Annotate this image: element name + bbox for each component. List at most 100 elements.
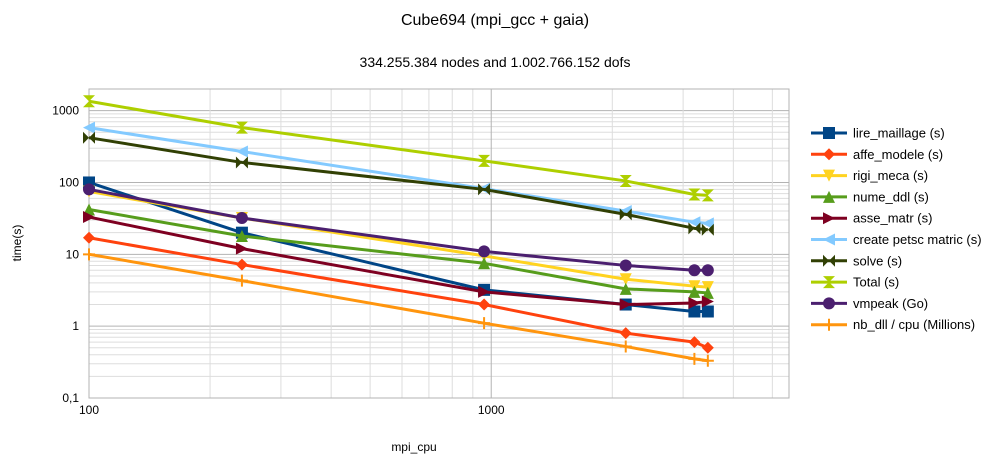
y-tick-labels: 1000 100 10 1 0,1 <box>52 104 79 405</box>
data-point <box>235 121 248 134</box>
data-point <box>701 189 714 202</box>
y-axis-label: time(s) <box>10 225 24 262</box>
data-point <box>701 217 714 230</box>
legend-label: affe_modele (s) <box>853 147 943 162</box>
data-point <box>83 203 95 216</box>
series-line <box>88 136 708 232</box>
x-tick-label: 1000 <box>478 403 505 417</box>
data-point <box>235 229 248 242</box>
data-point <box>701 341 714 354</box>
legend-label: lire_maillage (s) <box>853 126 945 141</box>
y-tick-label: 0,1 <box>62 391 79 405</box>
data-point <box>701 223 714 236</box>
y-tick-label: 1 <box>72 319 79 333</box>
data-point <box>235 212 248 225</box>
data-point <box>478 317 491 330</box>
data-point <box>688 305 701 318</box>
legend: lire_maillage (s) affe_modele (s) rigi_mec… <box>811 126 982 332</box>
data-point <box>823 148 835 161</box>
series-line <box>88 99 708 197</box>
legend-label: rigi_meca (s) <box>853 168 928 183</box>
series-line <box>88 208 708 295</box>
legend-item: solve (s) <box>811 253 902 268</box>
data-point <box>823 233 835 246</box>
legend-item: create petsc matric (s) <box>811 232 982 247</box>
data-point <box>235 156 248 169</box>
series-6 <box>83 131 714 236</box>
y-tick-label: 100 <box>59 175 79 189</box>
data-point <box>823 254 835 267</box>
data-point <box>688 297 701 310</box>
data-point <box>688 216 701 229</box>
data-point <box>83 248 95 261</box>
legend-item: rigi_meca (s) <box>811 168 928 183</box>
data-point <box>688 285 701 298</box>
series-8 <box>83 183 714 277</box>
x-axis-label: mpi_cpu <box>391 440 436 454</box>
legend-label: nb_dll / cpu (Millions) <box>853 317 975 332</box>
chart-subtitle: 334.255.384 nodes and 1.002.766.152 dofs <box>360 54 631 70</box>
legend-label: asse_matr (s) <box>853 211 932 226</box>
data-point <box>701 264 714 277</box>
data-point <box>619 327 632 340</box>
data-point <box>823 127 835 139</box>
series-layer <box>83 95 714 367</box>
data-point <box>83 121 95 134</box>
data-point <box>478 257 491 270</box>
data-point <box>823 276 835 289</box>
legend-item: nb_dll / cpu (Millions) <box>811 317 975 332</box>
data-point <box>688 352 701 365</box>
series-4 <box>83 211 714 311</box>
data-point <box>688 188 701 201</box>
data-point <box>823 318 835 331</box>
grid <box>88 88 789 399</box>
data-point <box>619 208 632 221</box>
chart-title: Cube694 (mpi_gcc + gaia) <box>401 12 589 29</box>
data-point <box>823 212 835 225</box>
series-line <box>88 187 708 272</box>
legend-label: solve (s) <box>853 253 902 268</box>
series-0 <box>83 176 714 318</box>
data-point <box>478 183 491 196</box>
legend-label: nume_ddl (s) <box>853 189 929 204</box>
data-point <box>701 305 714 318</box>
legend-item: nume_ddl (s) <box>811 189 929 204</box>
data-point <box>701 354 714 367</box>
series-3 <box>83 203 714 299</box>
data-point <box>619 282 632 295</box>
legend-item: affe_modele (s) <box>811 147 943 162</box>
legend-label: vmpeak (Go) <box>853 296 928 311</box>
series-7 <box>83 95 714 202</box>
data-point <box>235 258 248 271</box>
data-point <box>619 298 632 311</box>
data-point <box>83 211 95 224</box>
data-point <box>701 295 714 308</box>
legend-item: vmpeak (Go) <box>811 296 928 311</box>
data-point <box>83 131 95 144</box>
data-point <box>823 190 835 203</box>
x-tick-label: 100 <box>79 403 99 417</box>
data-point <box>688 336 701 349</box>
legend-item: Total (s) <box>811 275 899 290</box>
data-point <box>235 274 248 287</box>
legend-label: create petsc matric (s) <box>853 232 982 247</box>
data-point <box>478 154 491 167</box>
data-point <box>83 95 95 108</box>
data-point <box>478 285 491 298</box>
legend-item: asse_matr (s) <box>811 211 932 226</box>
data-point <box>619 340 632 353</box>
series-1 <box>83 231 714 354</box>
data-point <box>478 298 491 311</box>
plot-area-border <box>88 88 790 399</box>
data-point <box>235 242 248 255</box>
data-point <box>688 222 701 235</box>
data-point <box>823 169 835 182</box>
y-tick-label: 10 <box>66 247 80 261</box>
data-point <box>83 183 95 196</box>
data-point <box>83 231 95 244</box>
legend-label: Total (s) <box>853 275 899 290</box>
data-point <box>235 145 248 158</box>
data-point <box>619 273 632 286</box>
data-point <box>701 286 714 299</box>
